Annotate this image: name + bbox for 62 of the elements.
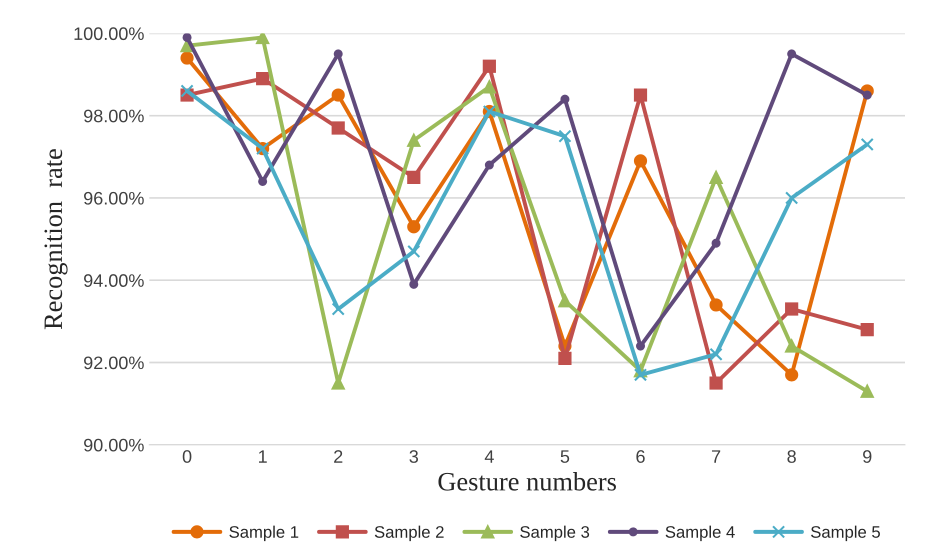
point xyxy=(785,302,798,316)
y-tick-label: 94.00% xyxy=(84,274,144,287)
point xyxy=(482,60,496,73)
point xyxy=(709,348,723,361)
point xyxy=(180,51,194,65)
legend-label: Sample 2 xyxy=(374,526,444,542)
point xyxy=(560,94,570,104)
point xyxy=(256,33,270,44)
x-tick-label: 1 xyxy=(258,450,267,463)
y-tick-label: 92.00% xyxy=(84,356,144,370)
point xyxy=(407,170,420,184)
point xyxy=(634,154,648,168)
point xyxy=(180,84,194,98)
point xyxy=(712,238,721,248)
point xyxy=(334,49,343,58)
point xyxy=(785,339,798,353)
x-tick-label: 6 xyxy=(636,450,645,463)
y-tick-label: 96.00% xyxy=(84,192,144,205)
point xyxy=(482,80,496,94)
point xyxy=(332,302,345,316)
point xyxy=(258,176,268,186)
point xyxy=(862,90,872,100)
x-tick-label: 3 xyxy=(409,450,418,463)
point xyxy=(634,88,648,102)
point xyxy=(407,134,420,147)
point xyxy=(787,49,796,58)
point xyxy=(558,352,572,365)
point xyxy=(860,138,874,152)
legend-label: Sample 4 xyxy=(666,526,735,542)
point xyxy=(332,88,345,102)
point xyxy=(182,33,192,42)
point xyxy=(860,384,874,398)
point xyxy=(785,368,798,382)
x-tick-label: 8 xyxy=(787,450,796,463)
y-axis-title: Recognition rate xyxy=(44,149,68,330)
x-tick-label: 4 xyxy=(484,450,494,463)
point xyxy=(407,244,420,258)
x-tick-label: 0 xyxy=(182,450,192,463)
point xyxy=(332,121,345,135)
point xyxy=(634,368,648,382)
y-tick-label: 100.00% xyxy=(74,27,144,40)
legend-label: Sample 1 xyxy=(229,526,298,542)
point xyxy=(636,342,646,351)
x-tick-label: 7 xyxy=(712,450,720,463)
point xyxy=(785,191,798,205)
point xyxy=(256,72,270,86)
point xyxy=(558,130,572,143)
x-tick-label: 5 xyxy=(560,450,570,463)
point xyxy=(860,322,874,336)
point xyxy=(484,160,494,170)
legend-label: Sample 3 xyxy=(520,526,590,542)
x-tick-label: 9 xyxy=(863,450,872,463)
x-tick-label: 2 xyxy=(334,450,342,463)
point xyxy=(709,376,723,390)
y-tick-label: 90.00% xyxy=(84,438,144,452)
point xyxy=(709,298,723,312)
legend-label: Sample 5 xyxy=(811,526,880,542)
x-axis-title: Gesture numbers xyxy=(438,472,616,491)
point xyxy=(407,220,420,234)
point xyxy=(709,170,723,184)
y-tick-label: 98.00% xyxy=(84,110,144,122)
point xyxy=(558,294,572,308)
